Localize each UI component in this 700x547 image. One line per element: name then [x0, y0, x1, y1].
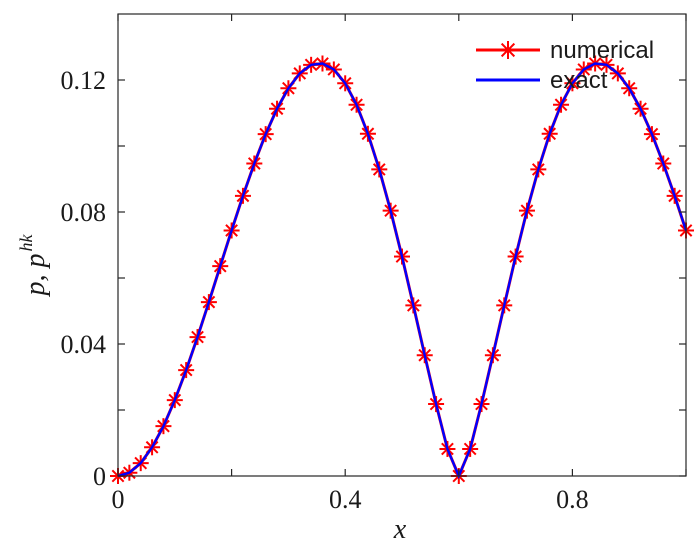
y-tick-label: 0.04 — [61, 330, 107, 359]
legend-exact-label: exact — [550, 67, 608, 94]
plot-frame — [117, 13, 687, 477]
y-axis-label-main: p, p — [20, 254, 51, 298]
legend-numerical-marker — [499, 41, 517, 59]
legend-numerical-label: numerical — [550, 37, 654, 64]
x-tick-label: 0.4 — [329, 485, 362, 514]
y-tick-label: 0 — [93, 462, 106, 491]
series-numerical-line — [117, 61, 688, 480]
x-tick-label: 0 — [112, 485, 125, 514]
x-axis-label: x — [393, 514, 407, 545]
x-tick-label: 0.8 — [556, 485, 589, 514]
y-tick-label: 0.12 — [61, 66, 107, 95]
y-axis-label-superscript: hk — [16, 234, 36, 252]
ticks — [117, 14, 687, 477]
tick-labels: 0 0.4 0.8 0 0.04 0.08 0.12 — [61, 66, 589, 514]
y-axis-label: p, p hk — [16, 234, 51, 298]
series-exact-line — [117, 62, 688, 480]
legend-asterisk — [499, 41, 517, 59]
y-tick-label: 0.08 — [61, 198, 107, 227]
legend: numerical exact — [476, 37, 654, 94]
plot-content — [110, 55, 694, 484]
